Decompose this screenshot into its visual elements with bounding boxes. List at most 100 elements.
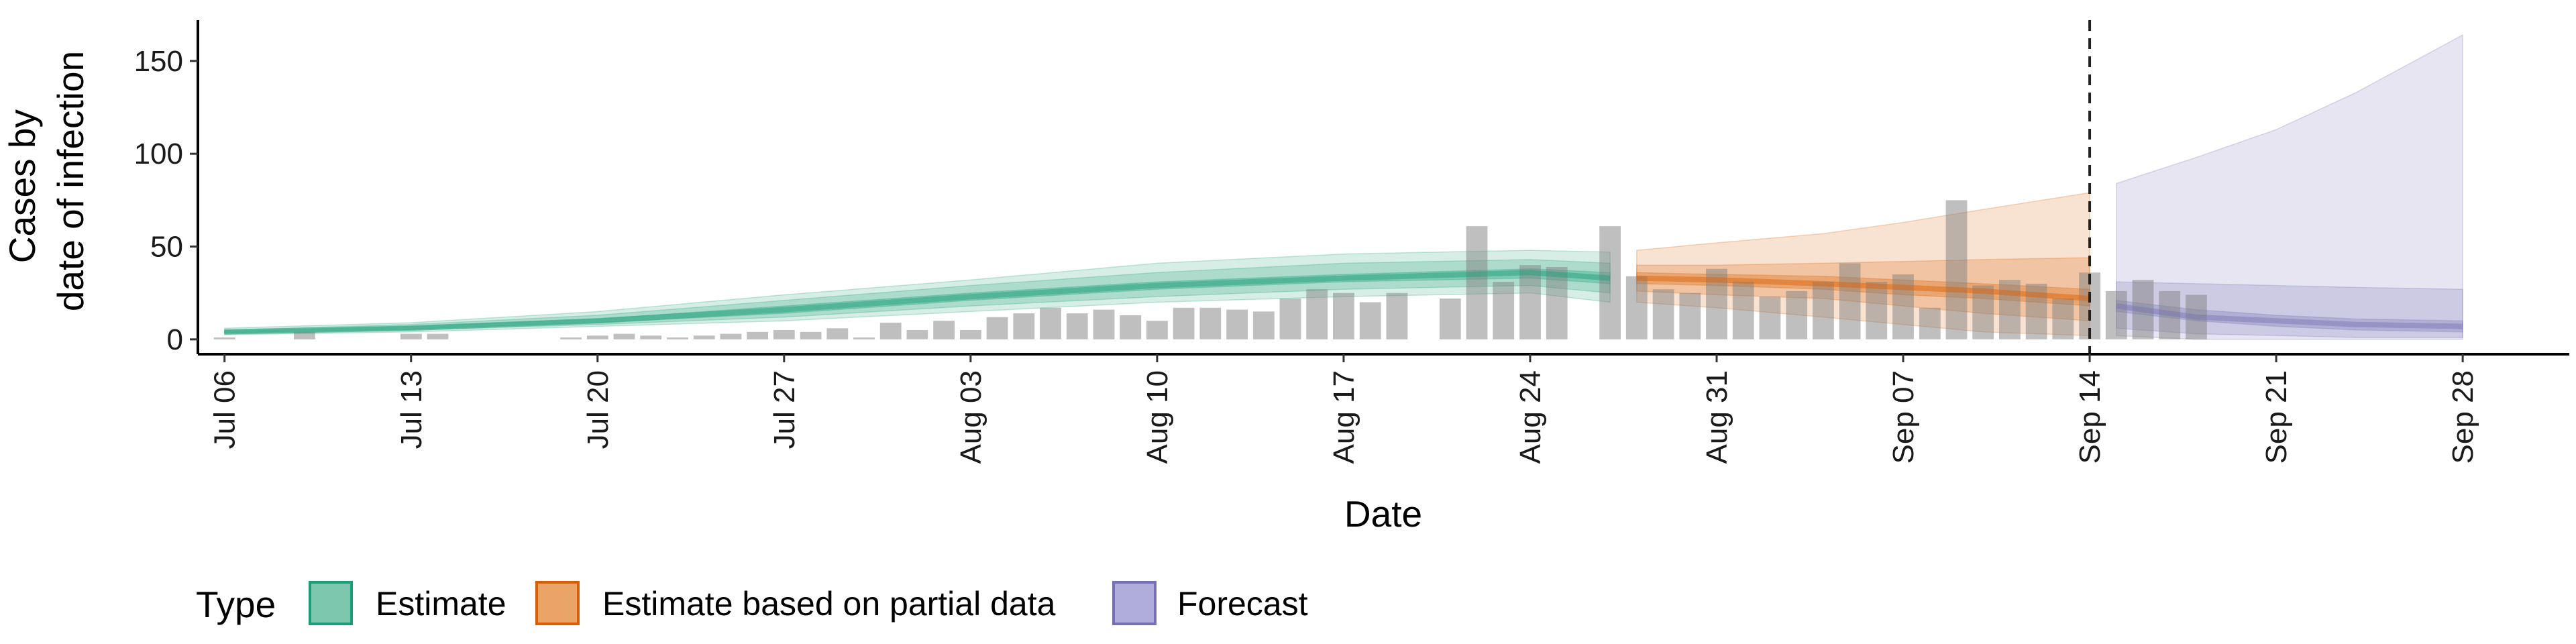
bar [213,337,235,339]
bar [586,335,608,339]
bar [560,337,582,339]
x-tick-label: Aug 17 [1328,370,1360,464]
median-line-1 [1636,275,2090,301]
x-tick-label: Jul 06 [209,370,241,449]
bar [1093,309,1115,339]
bar [960,330,981,339]
bar [1493,282,1515,339]
bar [294,331,315,339]
x-axis-ticks: Jul 06 Jul 13 Jul 20 Jul 27 Aug 03 Aug 10 Aug … [209,354,2479,464]
bar [1466,226,1488,339]
bar [879,323,902,339]
bar [1013,313,1035,339]
y-tick-label: 150 [134,45,183,78]
x-tick-label: Jul 27 [768,370,801,449]
bar [2025,283,2047,339]
bar [1359,302,1381,339]
bar [906,330,928,339]
bar [1919,307,1941,339]
median-line-2 [2116,303,2463,329]
bar [1439,299,1461,339]
bar [1040,307,1061,339]
bar [1120,315,1142,339]
legend: Type Estimate Estimate based on partial … [196,581,1308,625]
x-tick-label: Aug 24 [1514,370,1547,464]
y-tick-label: 100 [134,138,183,170]
bar [853,337,875,339]
y-axis-title-line-1: Cases by [1,109,43,264]
bar [2052,299,2074,339]
x-tick-label: Sep 28 [2447,370,2479,464]
x-tick-label: Jul 13 [395,370,428,449]
bar [1306,289,1328,339]
bar [427,333,449,339]
bar [613,333,635,339]
x-tick-label: Sep 21 [2260,370,2293,464]
legend-label-partial: Estimate based on partial data [602,585,1056,623]
bar [1279,299,1301,339]
y-tick-label: 50 [150,231,183,264]
x-tick-label: Aug 31 [1701,370,1733,464]
bar [1386,292,1408,339]
y-axis-title: Cases by date of infection [1,51,91,311]
bar [1252,311,1275,339]
bar [1199,307,1222,339]
bar [2132,280,2154,339]
bar [400,333,422,339]
median-line-0 [224,270,1611,335]
bar [747,331,768,339]
bar [1732,282,1754,339]
bar [640,335,662,339]
y-axis-title-line-2: date of infection [50,51,91,311]
bar [2105,290,2127,339]
bar [773,330,795,339]
bar [693,335,715,339]
legend-key-partial [535,581,580,625]
bar [1546,267,1568,339]
bar [933,321,955,339]
bar [1866,282,1888,339]
bar [826,328,849,339]
axes [197,20,2569,356]
bar [1333,292,1354,339]
bar [1519,265,1541,339]
bar [1839,263,1861,339]
bar [800,331,822,339]
legend-key-forecast [1112,581,1157,625]
x-tick-label: Aug 03 [955,370,987,464]
bar [986,317,1008,339]
x-tick-label: Sep 07 [1887,370,1920,464]
legend-label-forecast: Forecast [1177,585,1308,623]
x-tick-label: Jul 20 [582,370,614,449]
bar [1759,297,1781,339]
bar [1173,307,1195,339]
bar [1625,276,1648,339]
bar [1706,268,1727,339]
uncertainty-bands [223,34,2463,340]
bar [1226,309,1248,339]
bar [1652,289,1674,339]
median-lines [224,270,2463,335]
y-axis-ticks: 0 50 100 150 [134,45,198,356]
bar [2186,294,2207,339]
bar [1679,292,1701,339]
x-tick-label: Sep 14 [2074,370,2106,464]
bar [1813,282,1834,339]
bar [1999,280,2021,339]
bar [1945,200,1968,339]
bar [667,337,688,339]
x-axis-title: Date [1344,493,1422,535]
bar [720,333,742,339]
bar [2159,290,2181,339]
y-tick-label: 0 [167,323,183,356]
bar [1599,226,1621,339]
bar [1066,313,1088,339]
legend-label-estimate: Estimate [376,585,506,623]
bar [1146,321,1168,339]
bar [1892,274,1914,339]
x-tick-label: Aug 10 [1141,370,1174,464]
legend-title: Type [196,584,276,625]
bar [1786,290,1808,339]
bar [1972,285,1994,339]
